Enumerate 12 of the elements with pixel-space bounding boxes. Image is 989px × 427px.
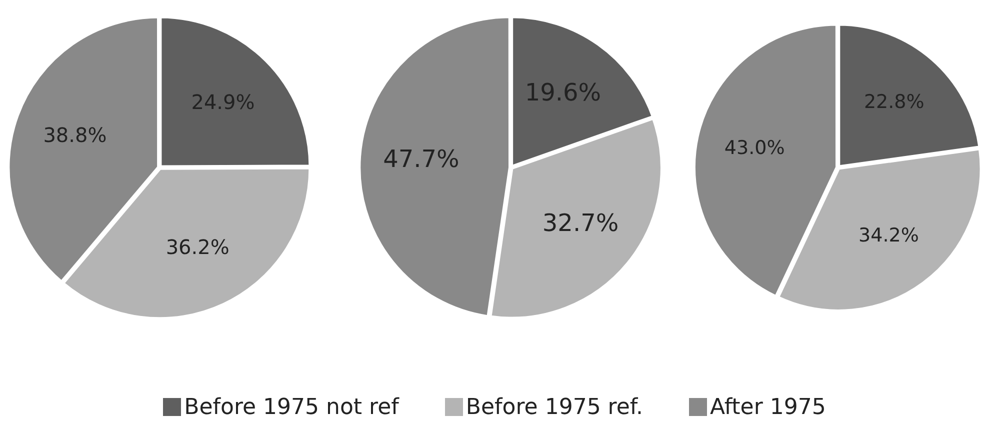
- data-label: 24.9%: [191, 90, 255, 114]
- legend-label: Before 1975 not ref: [183, 395, 399, 420]
- data-label: 47.7%: [383, 145, 460, 174]
- data-label: 22.8%: [864, 90, 924, 113]
- data-label: 19.6%: [524, 78, 602, 106]
- data-label: 36.2%: [166, 235, 230, 260]
- legend-label: Before 1975 ref.: [464, 395, 644, 420]
- data-label: 34.2%: [858, 224, 919, 246]
- data-label: 32.7%: [542, 208, 619, 237]
- legend-label: After 1975: [709, 395, 826, 420]
- data-label: 43.0%: [724, 136, 785, 159]
- data-label: 38.8%: [43, 122, 107, 147]
